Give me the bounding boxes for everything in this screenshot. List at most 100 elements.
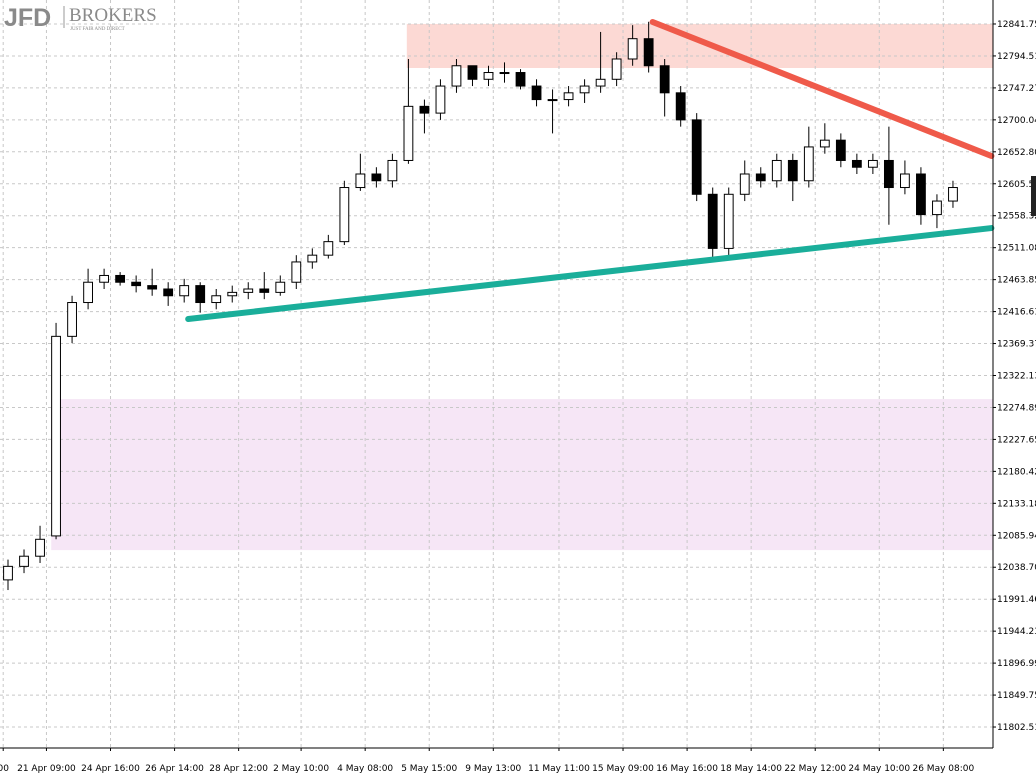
grid — [0, 0, 993, 748]
candle-body — [99, 274, 110, 283]
candle-body — [627, 38, 638, 60]
candle-body — [163, 288, 174, 297]
candle-body — [787, 159, 798, 182]
y-tick-label: 11849.75 — [997, 691, 1036, 701]
x-tick-label: 00 — [0, 764, 9, 774]
y-tick-label: 12747.27 — [997, 84, 1036, 94]
x-tick-label: 18 May 14:00 — [720, 764, 782, 774]
candle-body — [547, 99, 558, 102]
candle-body — [643, 38, 654, 67]
candle-body — [83, 281, 93, 304]
trendline — [185, 225, 995, 323]
candle-body — [883, 159, 894, 189]
candle-body — [739, 173, 750, 195]
candle-body — [659, 65, 670, 94]
candle-body — [227, 291, 238, 297]
zone — [406, 23, 993, 68]
zone — [51, 399, 994, 551]
price-marker — [1031, 176, 1036, 216]
y-tick-label: 12274.89 — [997, 403, 1036, 413]
candle-body — [531, 85, 542, 101]
candle-body — [948, 187, 958, 202]
x-tick-label: 26 May 08:00 — [912, 764, 974, 774]
candle-body — [595, 78, 606, 87]
y-tick-label: 11896.99 — [997, 659, 1036, 669]
candle-body — [579, 85, 590, 94]
x-tick-label: 16 May 16:00 — [656, 764, 718, 774]
candle-body — [291, 261, 302, 283]
candle-body — [403, 105, 414, 161]
candle-body — [467, 65, 478, 80]
candle-body — [435, 85, 446, 114]
candle-body — [179, 285, 190, 297]
x-tick-label: 22 May 12:00 — [784, 764, 846, 774]
x-tick-label: 2 May 10:00 — [273, 764, 329, 774]
x-tick-label: 11 May 11:00 — [528, 764, 590, 774]
candle-body — [563, 92, 574, 101]
y-tick-label: 12841.75 — [997, 20, 1036, 30]
candle-body — [387, 159, 398, 182]
y-tick-label: 11944.23 — [997, 627, 1036, 637]
candle-body — [755, 173, 766, 182]
x-tick-label: 21 Apr 09:00 — [17, 764, 76, 774]
axes: 12841.75 12794.51 12747.27 12700.04 12652.80… — [0, 20, 1036, 774]
candle-body — [451, 65, 462, 87]
candle-body — [932, 200, 942, 216]
candle-body — [916, 173, 926, 216]
x-tick-label: 15 May 09:00 — [592, 764, 654, 774]
candle-body — [851, 159, 862, 168]
logo-tagline: JUST FAIR AND DIRECT — [70, 27, 125, 32]
y-tick-label: 12322.13 — [997, 372, 1036, 382]
candle-body — [307, 254, 318, 263]
y-tick-label: 12369.37 — [997, 340, 1036, 350]
candle-body — [355, 173, 366, 189]
y-tick-label: 11802.51 — [997, 723, 1036, 733]
y-tick-label: 12652.80 — [997, 148, 1036, 158]
logo-brand: BROKERS — [69, 5, 157, 26]
candle-body — [867, 159, 878, 168]
x-tick-label: 24 May 10:00 — [848, 764, 910, 774]
candle-body — [611, 58, 622, 80]
y-tick-label: 12463.85 — [997, 276, 1036, 286]
y-tick-label: 12511.08 — [997, 244, 1036, 254]
candle-body — [195, 285, 206, 304]
x-tick-label: 28 Apr 12:00 — [209, 764, 268, 774]
candle-body — [803, 146, 814, 182]
candle-body — [835, 139, 846, 161]
candle-body — [371, 173, 382, 182]
zones — [51, 23, 994, 551]
candle-body — [900, 173, 910, 189]
x-tick-label: 9 May 13:00 — [465, 764, 521, 774]
candle-body — [691, 119, 702, 195]
candle-body — [419, 105, 430, 114]
y-tick-label: 12605.56 — [997, 180, 1036, 190]
candle-body — [67, 302, 77, 337]
candle-body — [499, 72, 510, 75]
candle-body — [723, 193, 734, 249]
y-tick-label: 12700.04 — [997, 116, 1036, 126]
candle-body — [819, 139, 830, 148]
logo-name: JFD — [4, 4, 51, 32]
y-tick-label: 12227.65 — [997, 435, 1036, 445]
y-tick-label: 12416.61 — [997, 308, 1036, 318]
y-tick-label: 11991.46 — [997, 595, 1036, 605]
candle-body — [211, 295, 222, 304]
x-tick-label: 26 Apr 14:00 — [145, 764, 204, 774]
y-tick-label: 12085.94 — [997, 531, 1036, 541]
candle-body — [771, 159, 782, 182]
y-tick-label: 12794.51 — [997, 52, 1036, 62]
candle-body — [323, 241, 334, 256]
x-tick-label: 5 May 15:00 — [401, 764, 457, 774]
candle-body — [19, 555, 29, 567]
candles — [3, 21, 958, 591]
candle-body — [515, 72, 526, 87]
candle-body — [339, 187, 350, 243]
candle-body — [3, 565, 13, 581]
trendline — [649, 18, 995, 159]
candle-body — [147, 285, 158, 290]
candle-body — [115, 274, 126, 283]
candle-body — [35, 538, 45, 557]
x-tick-label: 24 Apr 16:00 — [81, 764, 140, 774]
